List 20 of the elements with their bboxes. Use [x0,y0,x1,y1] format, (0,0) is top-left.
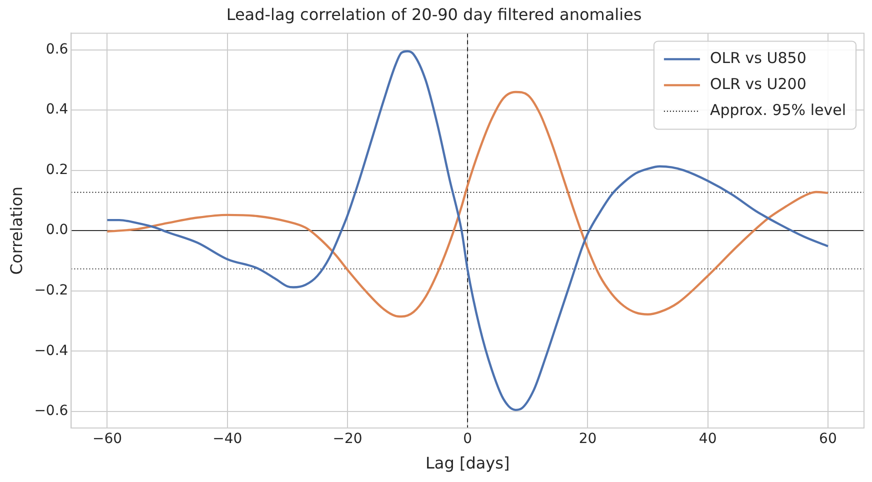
y-axis-title: Correlation [6,186,26,275]
y-tick-label: 0.6 [46,41,68,58]
x-tick-label: −40 [212,431,242,448]
x-tick-label: −60 [92,431,122,448]
chart-title: Lead-lag correlation of 20-90 day filtered anomalies [226,4,642,24]
x-tick-label: 60 [819,431,837,448]
y-tick-label: −0.4 [34,342,68,359]
y-tick-label: 0.2 [46,162,68,178]
legend-label: OLR vs U200 [710,75,806,94]
x-tick-label: −20 [332,431,362,448]
y-tick-label: 0.0 [46,222,68,238]
x-tick-label: 0 [463,431,472,448]
y-tick-label: 0.4 [46,102,68,118]
y-tick-label: −0.2 [34,282,68,299]
legend-label: Approx. 95% level [710,101,846,120]
legend-label: OLR vs U850 [710,49,806,68]
x-tick-label: 20 [578,431,597,448]
x-tick-label: 40 [698,431,717,448]
x-axis-title: Lag [days] [425,454,510,473]
y-tick-label: −0.6 [34,403,68,420]
